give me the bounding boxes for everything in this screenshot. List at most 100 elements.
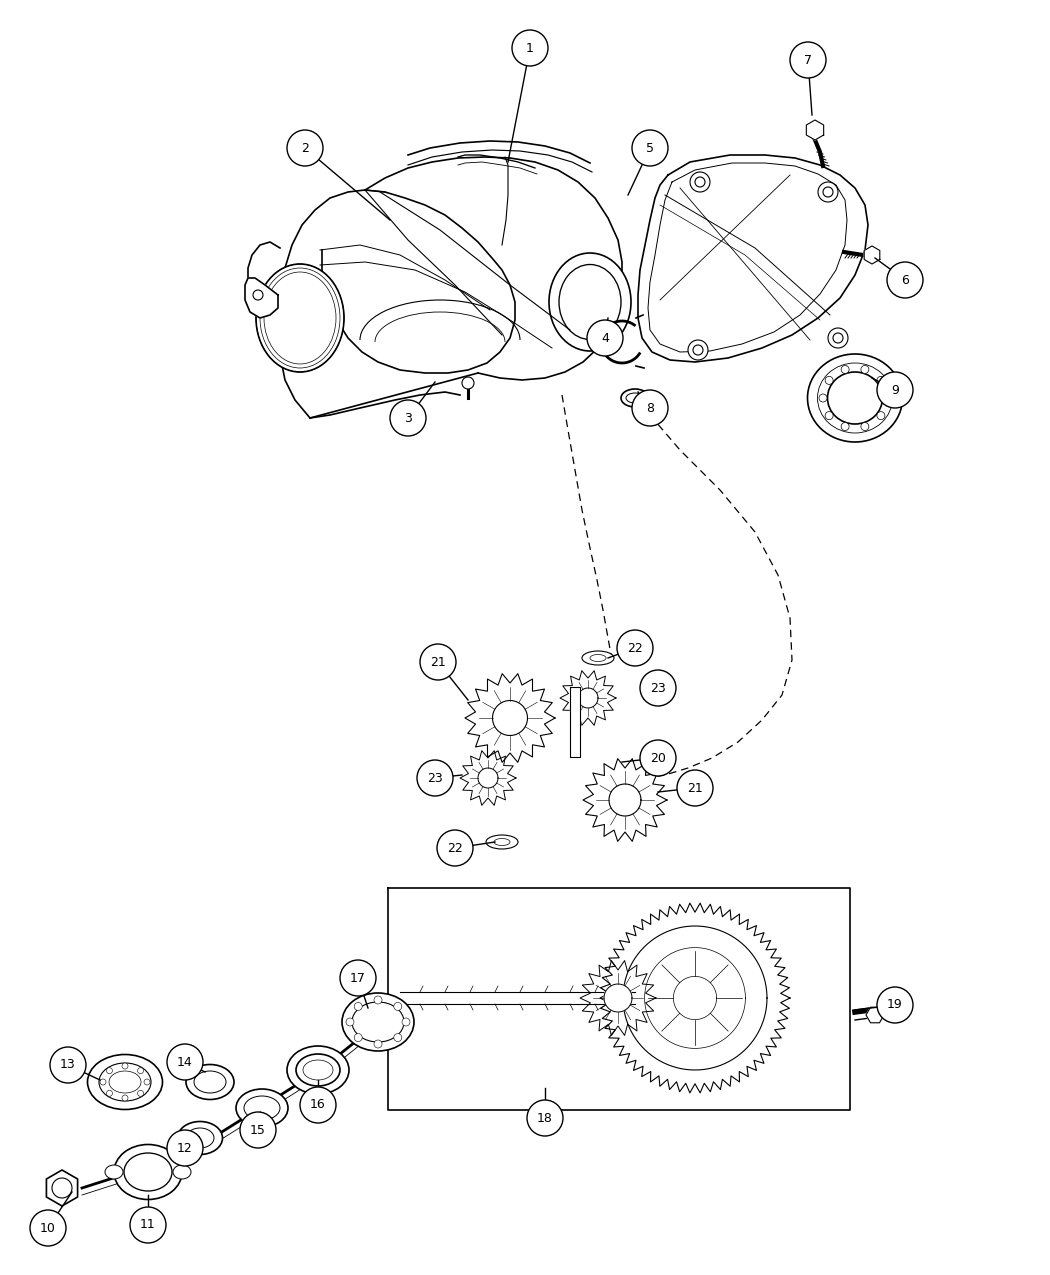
Circle shape bbox=[100, 1079, 106, 1085]
Circle shape bbox=[394, 1002, 402, 1011]
Text: 9: 9 bbox=[891, 384, 899, 397]
Circle shape bbox=[790, 42, 826, 78]
Text: 13: 13 bbox=[60, 1058, 76, 1071]
Text: 2: 2 bbox=[301, 142, 309, 154]
Polygon shape bbox=[580, 960, 656, 1035]
Circle shape bbox=[841, 366, 849, 374]
Polygon shape bbox=[465, 673, 555, 762]
Text: 20: 20 bbox=[650, 751, 666, 765]
Circle shape bbox=[587, 320, 623, 356]
Text: 14: 14 bbox=[177, 1056, 193, 1068]
Text: 21: 21 bbox=[430, 655, 446, 668]
Circle shape bbox=[617, 630, 653, 666]
Circle shape bbox=[690, 172, 710, 193]
Polygon shape bbox=[478, 768, 498, 788]
Circle shape bbox=[887, 261, 923, 298]
Polygon shape bbox=[492, 700, 527, 736]
Text: 10: 10 bbox=[40, 1221, 56, 1234]
Circle shape bbox=[640, 669, 676, 706]
Ellipse shape bbox=[99, 1063, 151, 1102]
Circle shape bbox=[138, 1090, 144, 1096]
Circle shape bbox=[346, 1017, 354, 1026]
Polygon shape bbox=[866, 1007, 884, 1023]
Polygon shape bbox=[578, 688, 598, 708]
Circle shape bbox=[512, 31, 548, 66]
Circle shape bbox=[402, 1017, 410, 1026]
Text: 19: 19 bbox=[887, 998, 903, 1011]
Circle shape bbox=[462, 377, 474, 389]
Text: 16: 16 bbox=[310, 1099, 326, 1112]
Circle shape bbox=[106, 1090, 112, 1096]
Ellipse shape bbox=[87, 1054, 163, 1109]
Text: 23: 23 bbox=[427, 771, 443, 784]
Ellipse shape bbox=[177, 1122, 223, 1154]
Ellipse shape bbox=[256, 264, 344, 372]
Text: 15: 15 bbox=[250, 1123, 266, 1136]
Polygon shape bbox=[388, 887, 850, 1111]
Ellipse shape bbox=[186, 1065, 234, 1099]
Ellipse shape bbox=[236, 1089, 288, 1127]
Circle shape bbox=[417, 760, 453, 796]
Circle shape bbox=[253, 289, 262, 300]
Text: 22: 22 bbox=[447, 842, 463, 854]
Polygon shape bbox=[245, 278, 278, 317]
Circle shape bbox=[527, 1100, 563, 1136]
Circle shape bbox=[300, 1088, 336, 1123]
Ellipse shape bbox=[114, 1145, 182, 1200]
Circle shape bbox=[144, 1079, 150, 1085]
Text: 6: 6 bbox=[901, 274, 909, 287]
Circle shape bbox=[819, 394, 827, 402]
Ellipse shape bbox=[194, 1071, 226, 1093]
Circle shape bbox=[877, 376, 885, 384]
Text: 4: 4 bbox=[601, 332, 609, 344]
Circle shape bbox=[823, 187, 833, 198]
Circle shape bbox=[861, 366, 869, 374]
Circle shape bbox=[632, 390, 668, 426]
Circle shape bbox=[877, 412, 885, 419]
Polygon shape bbox=[560, 671, 616, 725]
Circle shape bbox=[677, 770, 713, 806]
Circle shape bbox=[106, 1067, 112, 1074]
Circle shape bbox=[640, 740, 676, 776]
Polygon shape bbox=[600, 903, 790, 1093]
Circle shape bbox=[167, 1044, 203, 1080]
Ellipse shape bbox=[109, 1071, 141, 1093]
Circle shape bbox=[30, 1210, 66, 1246]
Circle shape bbox=[390, 400, 426, 436]
Circle shape bbox=[688, 340, 708, 360]
Ellipse shape bbox=[244, 1096, 280, 1119]
Circle shape bbox=[825, 412, 833, 419]
Circle shape bbox=[374, 996, 382, 1003]
Ellipse shape bbox=[549, 252, 631, 351]
Circle shape bbox=[883, 394, 891, 402]
Text: 12: 12 bbox=[177, 1141, 193, 1154]
Circle shape bbox=[693, 346, 704, 354]
Circle shape bbox=[340, 960, 376, 996]
Polygon shape bbox=[583, 759, 667, 842]
Ellipse shape bbox=[173, 1165, 191, 1179]
Circle shape bbox=[287, 130, 323, 166]
Circle shape bbox=[50, 1047, 86, 1082]
Circle shape bbox=[877, 987, 914, 1023]
Ellipse shape bbox=[124, 1153, 172, 1191]
Text: 18: 18 bbox=[537, 1112, 553, 1125]
Polygon shape bbox=[46, 1170, 78, 1206]
Circle shape bbox=[240, 1112, 276, 1148]
Circle shape bbox=[122, 1095, 128, 1102]
Text: 5: 5 bbox=[646, 142, 654, 154]
Circle shape bbox=[122, 1063, 128, 1068]
Circle shape bbox=[825, 376, 833, 384]
Ellipse shape bbox=[621, 389, 649, 407]
Circle shape bbox=[861, 422, 869, 431]
Circle shape bbox=[167, 1130, 203, 1167]
Circle shape bbox=[354, 1034, 362, 1042]
Circle shape bbox=[818, 182, 838, 201]
Text: 21: 21 bbox=[687, 782, 702, 794]
Text: 3: 3 bbox=[404, 412, 412, 425]
Circle shape bbox=[877, 372, 914, 408]
Ellipse shape bbox=[287, 1046, 349, 1094]
Text: 7: 7 bbox=[804, 54, 812, 66]
Circle shape bbox=[828, 328, 848, 348]
Polygon shape bbox=[460, 751, 516, 806]
Ellipse shape bbox=[486, 835, 518, 849]
